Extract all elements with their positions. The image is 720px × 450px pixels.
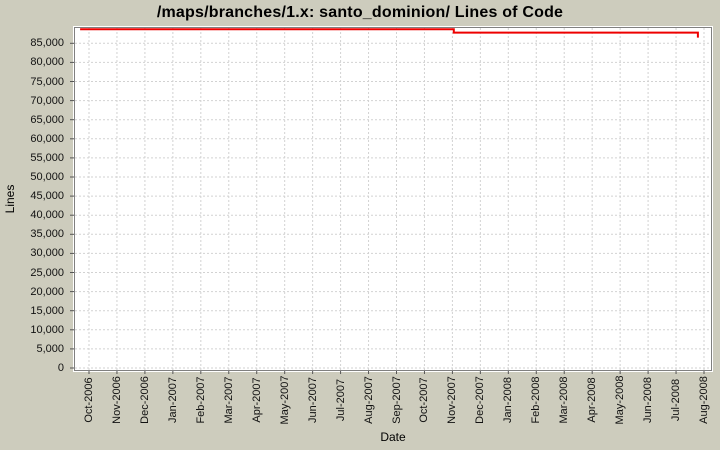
x-tick-label: Jul-2008: [670, 378, 683, 422]
x-tick-label: Aug-2008: [698, 376, 710, 424]
x-tick-label: Jun-2008: [642, 377, 655, 423]
x-tick-label: Mar-2007: [222, 376, 235, 424]
chart-title: /maps/branches/1.x: santo_dominion/ Line…: [156, 4, 564, 21]
x-tick-label: Apr-2007: [250, 377, 263, 423]
x-tick-label: Aug-2007: [362, 376, 375, 424]
x-axis-title: Date: [380, 430, 406, 444]
x-tick-label: May-2008: [614, 375, 627, 425]
y-tick-label: 70,000: [30, 94, 64, 107]
y-tick-label: 45,000: [30, 190, 64, 203]
x-tick-label: Nov-2007: [446, 376, 459, 424]
y-tick-label: 25,000: [30, 266, 64, 279]
y-tick-label: 50,000: [30, 171, 64, 183]
y-tick-label: 20,000: [30, 285, 64, 298]
x-tick-label: Feb-2007: [194, 376, 207, 424]
x-tick-label: Jan-2007: [166, 377, 179, 423]
y-tick-label: 80,000: [30, 56, 64, 69]
y-tick-label: 10,000: [30, 323, 64, 336]
x-tick-label: Oct-2007: [418, 377, 431, 423]
plot-area: [74, 27, 712, 371]
y-tick-label: 0: [57, 362, 64, 374]
y-tick-label: 85,000: [30, 37, 64, 50]
y-tick-label: 30,000: [30, 247, 64, 260]
y-tick-label: 75,000: [30, 75, 64, 88]
x-tick-label: Jun-2007: [306, 377, 319, 423]
y-tick-label: 40,000: [30, 209, 64, 222]
x-tick-label: May-2007: [278, 375, 291, 425]
y-tick-label: 35,000: [30, 228, 64, 241]
y-tick-label: 60,000: [30, 132, 64, 145]
y-tick-label: 15,000: [30, 304, 64, 317]
x-tick-label: Nov-2006: [110, 376, 123, 424]
x-tick-label: Oct-2006: [83, 377, 95, 423]
y-tick-label: 5,000: [36, 342, 64, 355]
x-tick-label: Feb-2008: [530, 376, 543, 424]
x-tick-label: Mar-2008: [558, 376, 571, 424]
x-tick-label: Jan-2008: [502, 377, 515, 423]
x-tick-label: Jul-2007: [334, 378, 347, 422]
x-tick-label: Apr-2008: [586, 377, 599, 423]
x-tick-label: Dec-2006: [138, 376, 151, 424]
x-tick-label: Dec-2007: [474, 376, 487, 424]
y-tick-label: 55,000: [30, 151, 64, 164]
y-tick-label: 65,000: [30, 113, 64, 126]
x-tick-label: Sep-2007: [390, 376, 403, 424]
